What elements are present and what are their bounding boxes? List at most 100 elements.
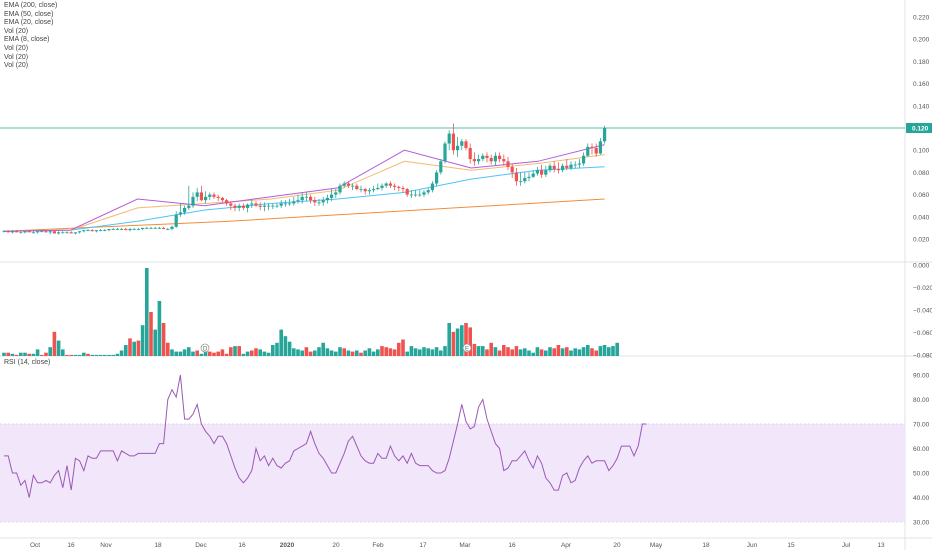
candle-body [384, 183, 388, 186]
x-tick-label: 18 [154, 542, 162, 549]
volume-bar [199, 353, 204, 356]
candle-body [275, 205, 279, 207]
candle-body [535, 170, 539, 174]
volume-bar [203, 349, 208, 356]
volume-bar [90, 354, 94, 356]
candle [397, 185, 401, 192]
candle-body [460, 141, 464, 146]
candle-body [313, 200, 317, 203]
candle [317, 199, 321, 206]
candle-body [485, 155, 489, 158]
candle [304, 192, 308, 202]
candle-body [561, 165, 565, 171]
candle-body [506, 161, 510, 167]
candle [31, 231, 35, 234]
legend-item[interactable]: Vol (20) [4, 27, 29, 35]
candle [216, 194, 220, 202]
candle-body [195, 192, 199, 197]
candle [556, 162, 560, 174]
volume-bar [19, 352, 23, 356]
ema-20-line [3, 154, 605, 232]
candle [514, 167, 518, 186]
price-tick-label: 0.100 [913, 148, 930, 155]
legend-item[interactable]: EMA (8, close) [4, 36, 50, 44]
candle [472, 152, 476, 166]
candle [57, 231, 61, 235]
candle [590, 143, 594, 155]
legend-item[interactable]: Vol (20) [4, 44, 29, 52]
candle-body [430, 183, 434, 191]
volume-bar [300, 350, 304, 356]
volume-bar [178, 351, 183, 356]
volume-bar [430, 349, 435, 356]
candle [330, 189, 334, 202]
candle [267, 203, 271, 211]
volume-bar [611, 346, 615, 356]
candle-body [220, 197, 224, 201]
volume-bar [136, 340, 141, 356]
volume-bar [65, 354, 69, 356]
volume-bar [161, 323, 166, 356]
volume-bar [527, 350, 531, 356]
volume-bar [363, 350, 367, 356]
volume-bar [250, 350, 254, 356]
candle-body [10, 231, 14, 233]
candle-body [141, 227, 145, 230]
volume-bar [40, 354, 44, 356]
legend-item[interactable]: Vol (20) [4, 62, 29, 70]
legend-item[interactable]: EMA (200, close) [4, 2, 58, 9]
volume-bar [392, 349, 397, 356]
volume-tick-label: −0.040 [913, 308, 932, 315]
candle-body [86, 230, 90, 231]
candle [174, 211, 178, 228]
candle [23, 231, 27, 234]
candle [220, 196, 224, 203]
candle-body [115, 229, 119, 230]
candle [271, 203, 275, 210]
candle-body [36, 231, 40, 233]
candle [65, 231, 69, 234]
candle [535, 166, 539, 176]
candle [489, 154, 493, 165]
volume-bar [82, 352, 86, 356]
volume-bar [287, 341, 292, 356]
candle [481, 153, 485, 162]
candle-body [212, 194, 216, 197]
candle [451, 123, 455, 155]
candle-body [342, 183, 346, 186]
legend-item[interactable]: EMA (20, close) [4, 19, 54, 27]
candle [229, 201, 233, 211]
candle-body [569, 164, 573, 168]
candle [275, 203, 279, 208]
candle-body [317, 202, 321, 204]
volume-bar [111, 354, 115, 356]
rsi-tick-label: 60.00 [913, 446, 930, 453]
candle [288, 199, 292, 206]
legend-item[interactable]: EMA (50, close) [4, 10, 54, 18]
candle [107, 229, 111, 232]
volume-bar [518, 349, 523, 356]
volume-bar [355, 350, 359, 356]
volume-bar [128, 338, 132, 356]
volume-bar [266, 352, 271, 356]
candle-body [73, 232, 77, 234]
legend-item[interactable]: Vol (20) [4, 53, 29, 61]
candle-body [447, 133, 451, 144]
candle-body [296, 200, 300, 202]
candle-body [254, 203, 258, 206]
candle-body [380, 185, 384, 188]
candle-body [183, 207, 187, 213]
candle-body [157, 227, 161, 229]
candle-body [23, 231, 27, 233]
candle [594, 143, 598, 157]
rsi-title[interactable]: RSI (14, close) [4, 359, 51, 366]
candle-body [409, 194, 413, 196]
candle-body [443, 143, 447, 162]
candle [552, 161, 556, 173]
candle-body [363, 189, 367, 192]
volume-bar [485, 349, 489, 356]
candle [426, 187, 430, 195]
volume-bar [468, 327, 472, 356]
candle [540, 164, 544, 178]
